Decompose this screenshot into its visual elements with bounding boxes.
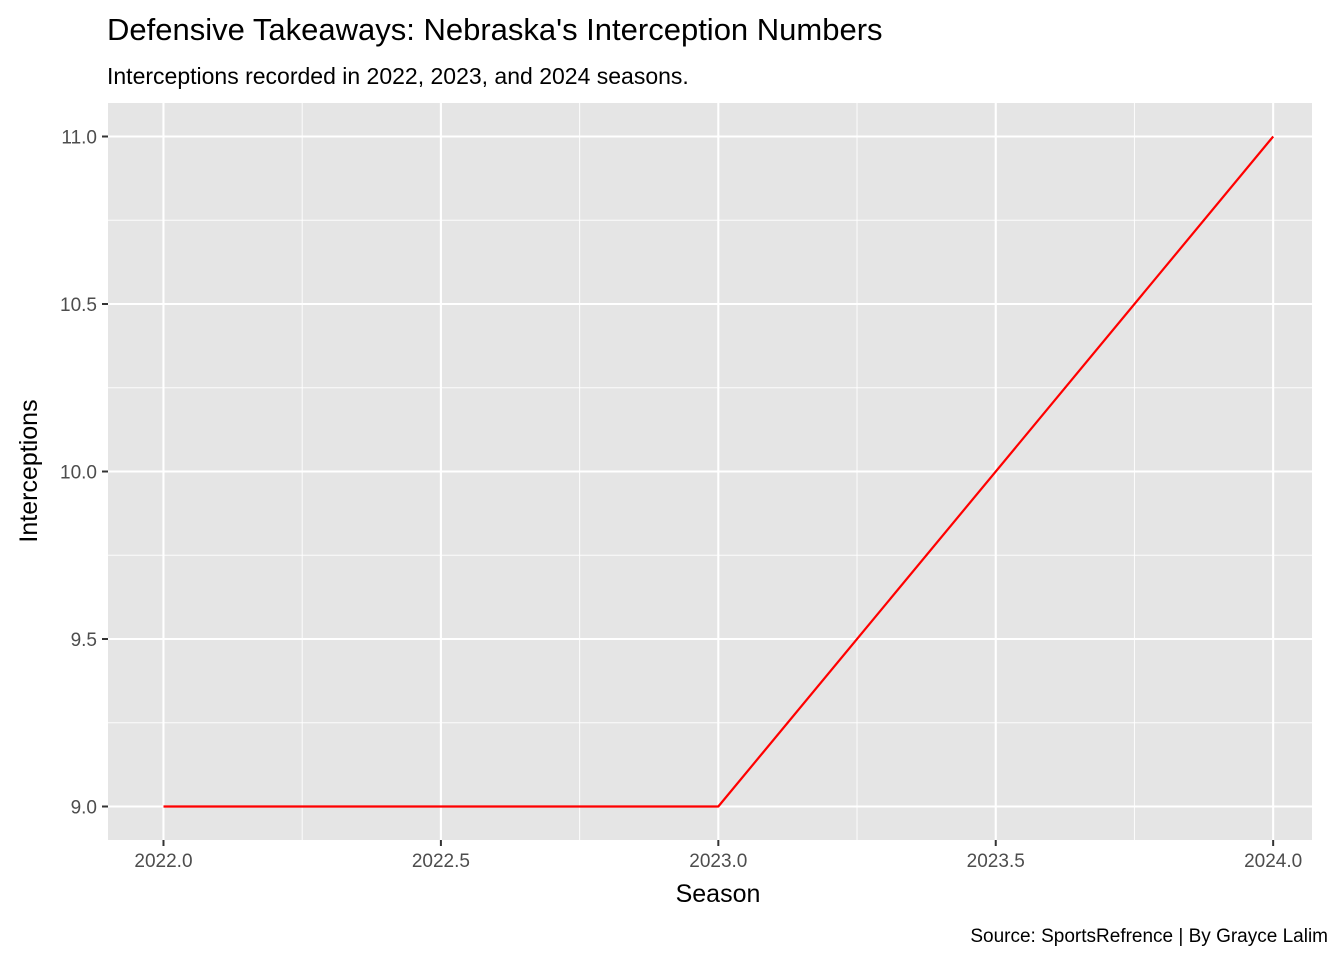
x-tick-label: 2022.5: [412, 851, 470, 872]
x-axis-title: Season: [676, 880, 761, 908]
x-tick-label: 2024.0: [1244, 851, 1302, 872]
chart-title: Defensive Takeaways: Nebraska's Intercep…: [107, 12, 883, 47]
y-tick-label: 10.0: [60, 463, 97, 484]
y-tick-label: 9.0: [71, 798, 97, 819]
x-tick-label: 2022.0: [134, 851, 192, 872]
y-tick-label: 10.5: [60, 295, 97, 316]
chart-caption: Source: SportsRefrence | By Grayce Lalim: [970, 926, 1328, 947]
chart-subtitle: Interceptions recorded in 2022, 2023, an…: [107, 63, 689, 89]
y-axis-title: Interceptions: [15, 399, 43, 542]
y-tick-label: 11.0: [61, 128, 97, 149]
axes: 2022.0 2022.5 2023.0 2023.5 2024.0 9.0 9.5 10.0…: [60, 128, 1302, 873]
series-line: [163, 135, 1275, 808]
series-layer: [163, 135, 1275, 808]
x-tick-label: 2023.5: [967, 851, 1025, 872]
y-tick-label: 9.5: [71, 630, 97, 651]
x-tick-label: 2023.0: [689, 851, 747, 872]
